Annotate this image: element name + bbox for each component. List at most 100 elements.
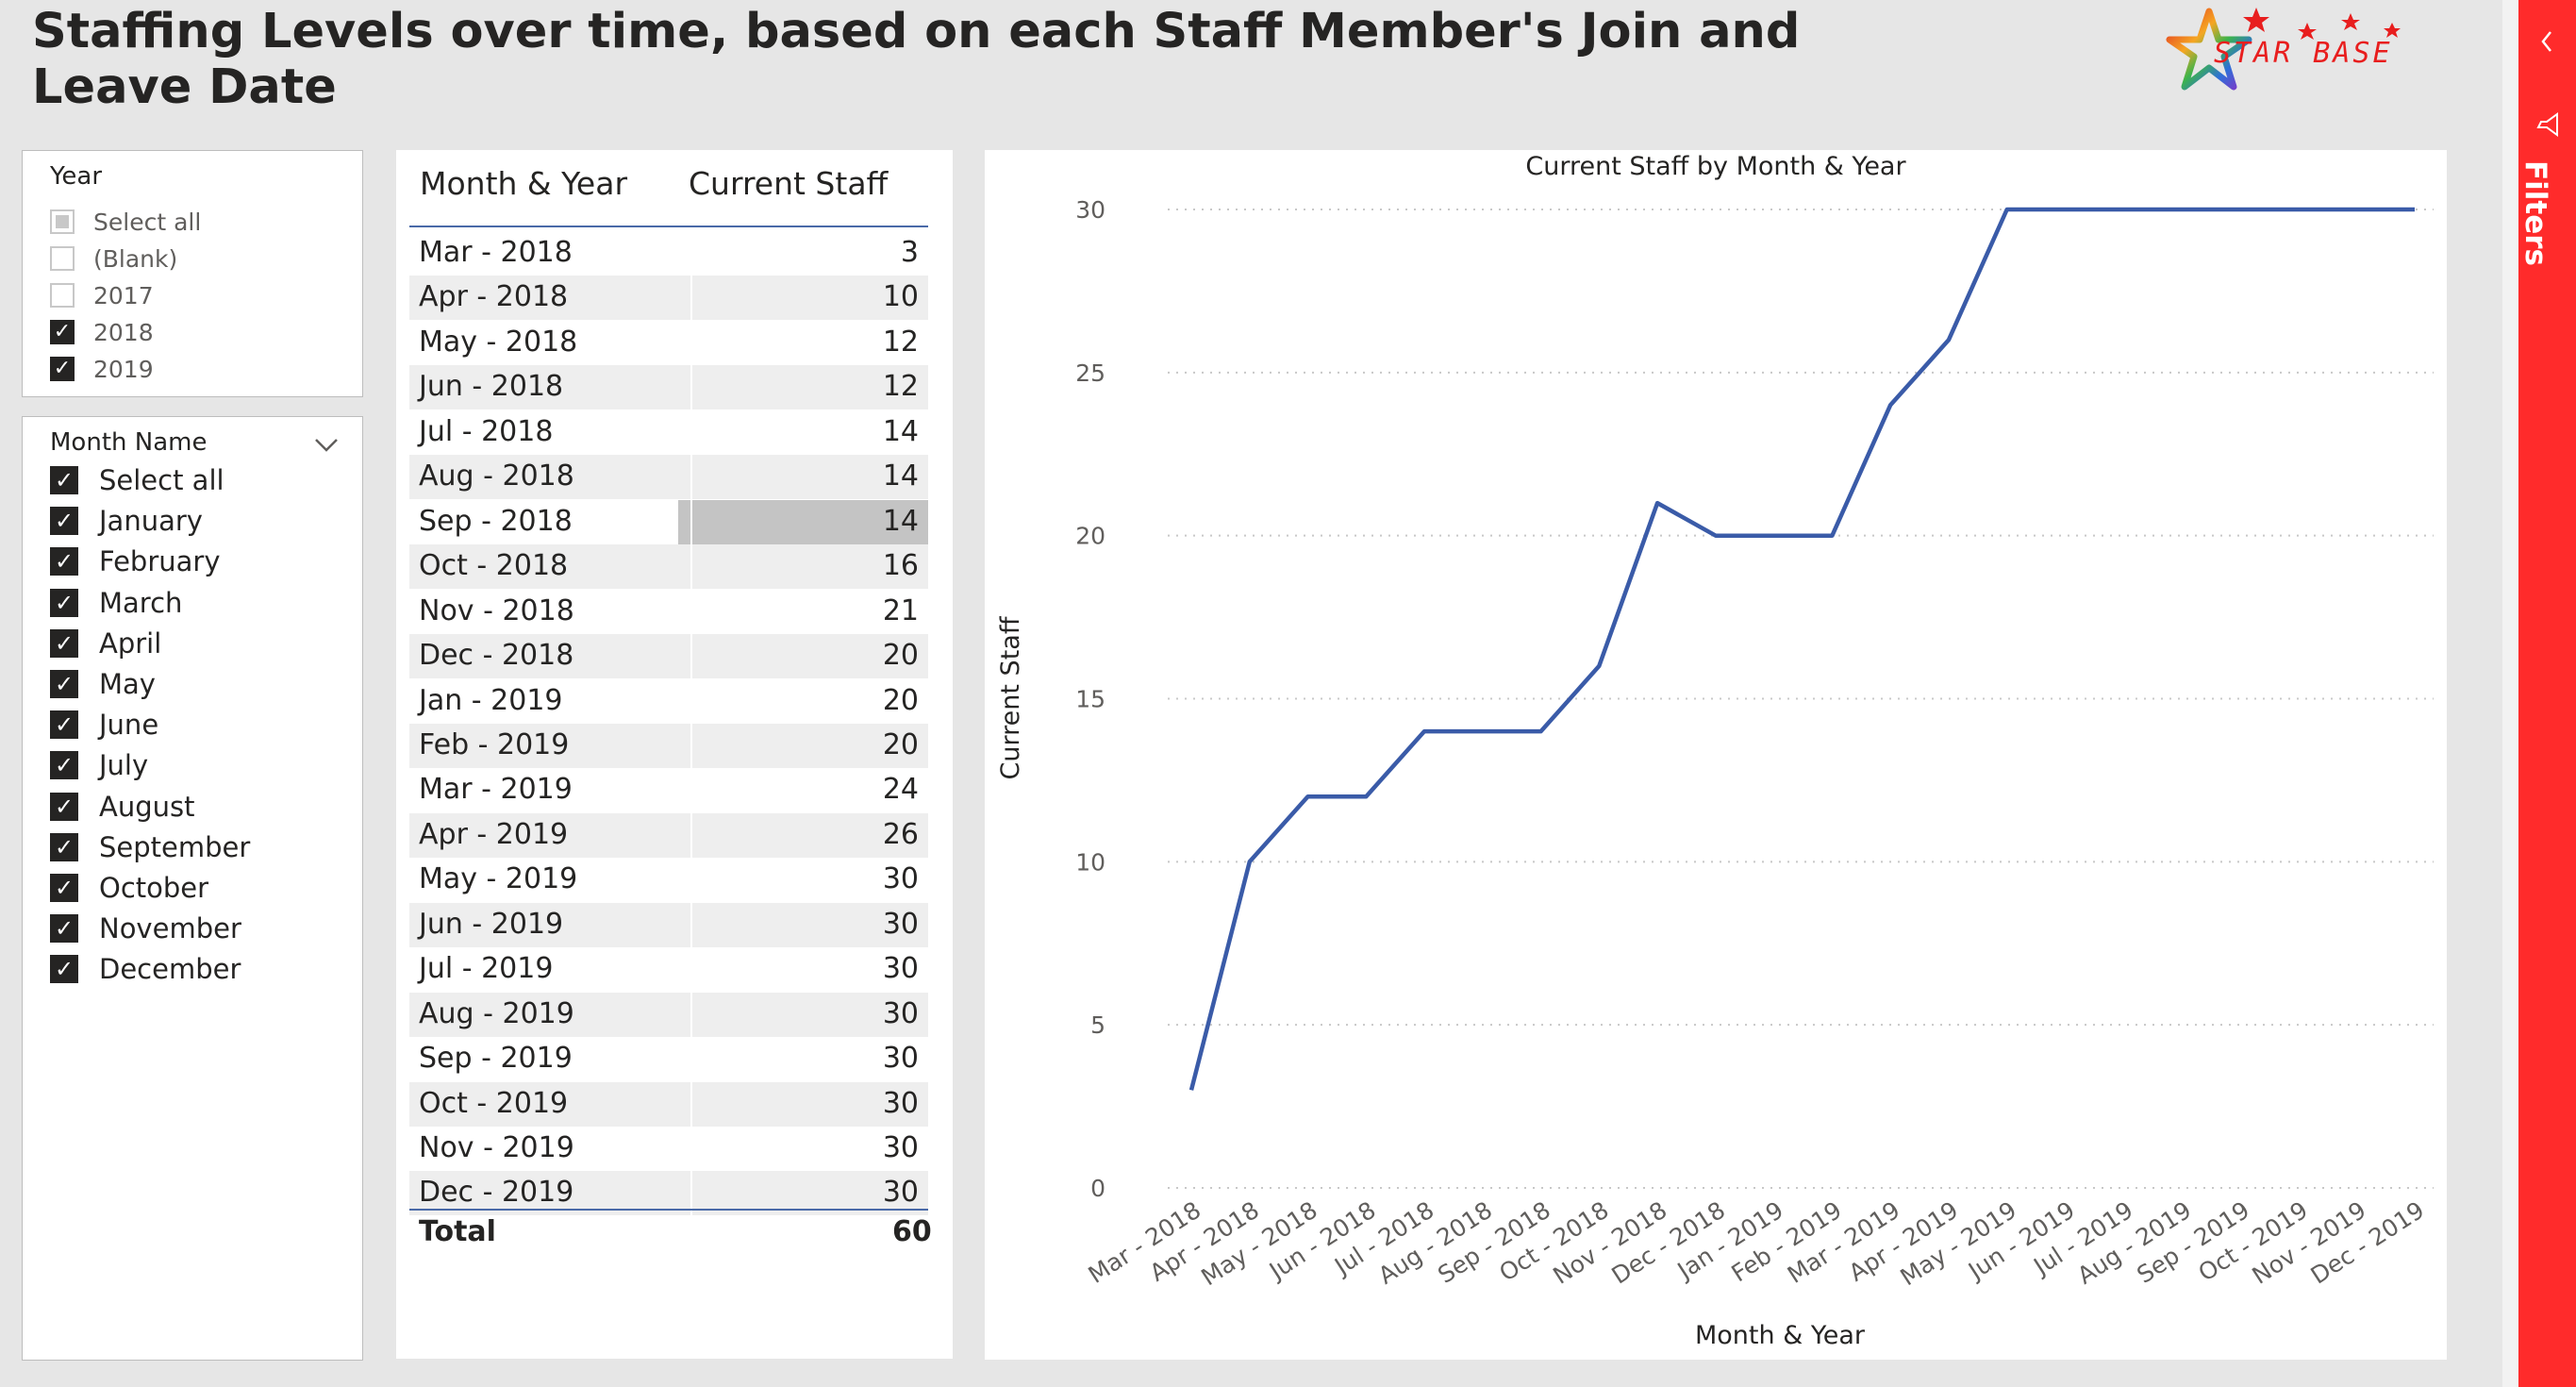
data-point[interactable] [2231, 200, 2250, 219]
cell-month-year: Apr - 2019 [419, 817, 569, 851]
table-row[interactable]: Apr - 2018 10 [409, 276, 928, 321]
cell-current-staff: 30 [882, 996, 919, 1030]
data-point[interactable] [1881, 395, 1900, 414]
month-option-april[interactable]: ✓ April [50, 625, 161, 662]
table-row[interactable]: Oct - 2019 30 [409, 1081, 928, 1127]
table-row[interactable]: Oct - 2018 16 [409, 544, 928, 590]
checkbox-icon[interactable] [50, 283, 75, 308]
checkbox-checked-icon[interactable]: ✓ [50, 832, 78, 861]
column-header-current-staff[interactable]: Current Staff [689, 165, 889, 202]
data-point[interactable] [1356, 787, 1375, 806]
data-point[interactable] [1706, 526, 1725, 545]
checkbox-icon[interactable] [50, 209, 75, 234]
month-option-label: June [99, 709, 159, 742]
month-option-october[interactable]: ✓ October [50, 869, 208, 907]
checkbox-checked-icon[interactable]: ✓ [50, 547, 78, 577]
month-option-label: December [99, 953, 241, 986]
year-option-2017[interactable]: 2017 [50, 279, 154, 311]
data-point[interactable] [1182, 1080, 1201, 1099]
month-option-june[interactable]: ✓ June [50, 706, 158, 744]
checkbox-checked-icon[interactable]: ✓ [50, 588, 78, 617]
cell-month-year: Jan - 2019 [419, 683, 563, 717]
table-row[interactable]: Jul - 2019 30 [409, 947, 928, 993]
table-row[interactable]: Aug - 2019 30 [409, 992, 928, 1037]
year-option-2018[interactable]: ✓ 2018 [50, 316, 154, 348]
year-option-blank[interactable]: (Blank) [50, 242, 177, 275]
data-point[interactable] [1939, 330, 1958, 349]
table-row[interactable]: Apr - 2019 26 [409, 812, 928, 858]
table-row[interactable]: May - 2019 30 [409, 858, 928, 903]
month-option-november[interactable]: ✓ November [50, 910, 241, 947]
checkbox-checked-icon[interactable]: ✓ [50, 466, 78, 494]
data-point[interactable] [1299, 787, 1318, 806]
column-header-month-year[interactable]: Month & Year [420, 165, 628, 202]
table-row[interactable]: May - 2018 12 [409, 320, 928, 365]
chevron-down-icon[interactable] [310, 430, 342, 459]
checkbox-checked-icon[interactable]: ✓ [50, 628, 78, 658]
year-option-2019[interactable]: ✓ 2019 [50, 353, 154, 385]
month-option-january[interactable]: ✓ January [50, 502, 203, 540]
table-row[interactable]: Nov - 2019 30 [409, 1127, 928, 1171]
month-option-february[interactable]: ✓ February [50, 543, 221, 580]
column-separator [690, 1081, 692, 1127]
checkbox-checked-icon[interactable]: ✓ [50, 507, 78, 536]
checkbox-checked-icon[interactable]: ✓ [50, 670, 78, 698]
checkbox-checked-icon[interactable]: ✓ [50, 955, 78, 984]
data-point[interactable] [2055, 200, 2074, 219]
month-option-august[interactable]: ✓ August [50, 788, 195, 826]
checkbox-icon[interactable] [50, 246, 75, 271]
column-separator [690, 320, 692, 365]
table-row[interactable]: Jun - 2019 30 [409, 902, 928, 947]
data-point[interactable] [2405, 200, 2424, 219]
table-row[interactable]: Dec - 2019 30 [409, 1171, 928, 1216]
collapse-chevron-icon[interactable] [2518, 13, 2576, 70]
column-separator [690, 858, 692, 903]
month-option-select-all[interactable]: ✓ Select all [50, 461, 224, 499]
checkbox-icon[interactable]: ✓ [50, 357, 75, 381]
data-point[interactable] [1648, 493, 1667, 512]
column-separator [690, 768, 692, 813]
checkbox-checked-icon[interactable]: ✓ [50, 874, 78, 902]
data-point[interactable] [2172, 200, 2191, 219]
table-row[interactable]: Sep - 2018 14 [409, 499, 928, 544]
month-option-july[interactable]: ✓ July [50, 746, 148, 784]
table-row[interactable]: Aug - 2018 14 [409, 455, 928, 500]
table-row[interactable]: Mar - 2018 3 [409, 231, 928, 276]
staff-table: Month & Year Current Staff Mar - 2018 3 Ap… [396, 150, 953, 1359]
table-row[interactable]: Mar - 2019 24 [409, 768, 928, 813]
data-point[interactable] [1532, 722, 1551, 741]
month-option-december[interactable]: ✓ December [50, 950, 241, 988]
month-option-may[interactable]: ✓ May [50, 665, 156, 703]
filters-pane[interactable] [2518, 0, 2576, 1387]
data-point[interactable] [1473, 722, 1492, 741]
table-row[interactable]: Jun - 2018 12 [409, 365, 928, 410]
table-row[interactable]: Dec - 2018 20 [409, 634, 928, 679]
data-point[interactable] [2347, 200, 2366, 219]
series-line-current-staff[interactable] [1188, 207, 2415, 1091]
checkbox-checked-icon[interactable]: ✓ [50, 751, 78, 780]
table-row[interactable]: Jan - 2019 20 [409, 678, 928, 724]
data-point[interactable] [1589, 657, 1608, 676]
month-option-september[interactable]: ✓ September [50, 828, 250, 866]
checkbox-checked-icon[interactable]: ✓ [50, 710, 78, 740]
month-option-march[interactable]: ✓ March [50, 584, 182, 622]
data-point[interactable] [1998, 200, 2017, 219]
data-point[interactable] [2114, 200, 2133, 219]
data-point[interactable] [1765, 526, 1784, 545]
filters-pane-label[interactable]: Filters [2518, 160, 2552, 267]
checkbox-icon[interactable]: ✓ [50, 320, 75, 344]
table-row[interactable]: Sep - 2019 30 [409, 1037, 928, 1082]
checkbox-checked-icon[interactable]: ✓ [50, 792, 78, 821]
data-point[interactable] [1415, 722, 1434, 741]
cell-current-staff: 30 [882, 952, 919, 986]
table-row[interactable]: Nov - 2018 21 [409, 589, 928, 634]
data-point[interactable] [1822, 526, 1841, 545]
year-option-select-all[interactable]: Select all [50, 206, 201, 238]
data-point[interactable] [2288, 200, 2307, 219]
table-row[interactable]: Feb - 2019 20 [409, 723, 928, 768]
data-point[interactable] [1240, 852, 1259, 871]
table-row[interactable]: Jul - 2018 14 [409, 409, 928, 455]
y-tick-label: 30 [1075, 196, 1105, 224]
checkbox-checked-icon[interactable]: ✓ [50, 914, 78, 944]
current-staff-line-chart[interactable]: Current Staff by Month & Year 0 5 10 15 20 25 3… [985, 150, 2447, 1360]
